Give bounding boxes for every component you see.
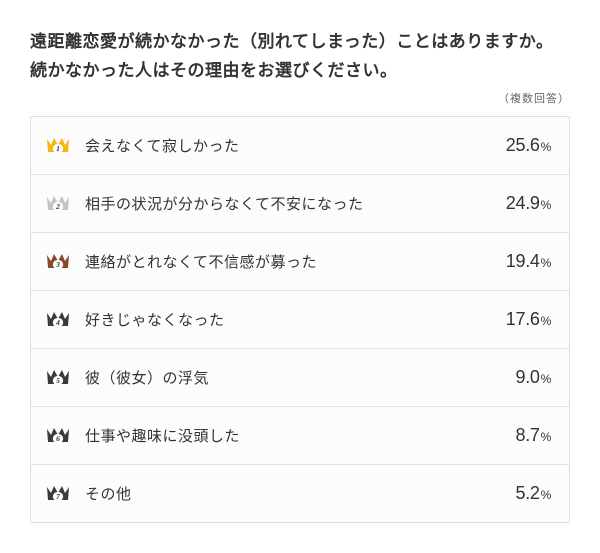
row-value-number: 24.9 <box>506 193 540 213</box>
crown-icon: 1 <box>45 135 71 155</box>
row-label: 彼（彼女）の浮気 <box>85 367 516 388</box>
percent-suffix: % <box>541 140 551 154</box>
row-value-number: 8.7 <box>516 425 540 445</box>
svg-text:4: 4 <box>55 318 60 327</box>
svg-text:1: 1 <box>56 144 60 153</box>
row-label: 好きじゃなくなった <box>85 309 506 330</box>
row-value-number: 9.0 <box>516 367 540 387</box>
table-row: 3 連絡がとれなくて不信感が募った19.4% <box>31 233 569 291</box>
row-label: 会えなくて寂しかった <box>85 135 506 156</box>
percent-suffix: % <box>541 314 551 328</box>
crown-icon: 2 <box>45 193 71 213</box>
table-row: 6 仕事や趣味に没頭した8.7% <box>31 407 569 465</box>
crown-icon: 4 <box>45 309 71 329</box>
row-value-number: 5.2 <box>516 483 540 503</box>
row-value-number: 25.6 <box>506 135 540 155</box>
percent-suffix: % <box>541 488 551 502</box>
row-value: 9.0% <box>516 367 552 388</box>
table-row: 4 好きじゃなくなった17.6% <box>31 291 569 349</box>
row-label: 相手の状況が分からなくて不安になった <box>85 193 506 214</box>
table-row: 2 相手の状況が分からなくて不安になった24.9% <box>31 175 569 233</box>
subnote-text: （複数回答） <box>30 90 570 106</box>
svg-text:5: 5 <box>56 376 60 385</box>
row-value: 25.6% <box>506 135 551 156</box>
table-row: 5 彼（彼女）の浮気9.0% <box>31 349 569 407</box>
percent-suffix: % <box>541 256 551 270</box>
svg-text:2: 2 <box>55 202 60 211</box>
ranking-table: 1 会えなくて寂しかった25.6% 2 相手の状況が分からなくて不安になった24… <box>30 116 570 523</box>
row-value: 5.2% <box>516 483 552 504</box>
row-value: 8.7% <box>516 425 552 446</box>
row-value: 24.9% <box>506 193 551 214</box>
crown-icon: 5 <box>45 367 71 387</box>
svg-text:3: 3 <box>55 260 60 269</box>
percent-suffix: % <box>541 372 551 386</box>
row-value: 19.4% <box>506 251 551 272</box>
survey-container: 遠距離恋愛が続かなかった（別れてしまった）ことはありますか。続かなかった人はその… <box>0 0 600 553</box>
table-row: 1 会えなくて寂しかった25.6% <box>31 117 569 175</box>
row-label: 仕事や趣味に没頭した <box>85 425 516 446</box>
crown-icon: 6 <box>45 425 71 445</box>
table-row: 7 その他5.2% <box>31 465 569 523</box>
crown-icon: 3 <box>45 251 71 271</box>
row-label: 連絡がとれなくて不信感が募った <box>85 251 506 272</box>
question-text: 遠距離恋愛が続かなかった（別れてしまった）ことはありますか。続かなかった人はその… <box>30 28 570 86</box>
crown-icon: 7 <box>45 483 71 503</box>
svg-text:6: 6 <box>56 434 60 443</box>
svg-text:7: 7 <box>56 492 60 501</box>
percent-suffix: % <box>541 198 551 212</box>
row-value: 17.6% <box>506 309 551 330</box>
row-value-number: 19.4 <box>506 251 540 271</box>
row-value-number: 17.6 <box>506 309 540 329</box>
row-label: その他 <box>85 483 516 504</box>
percent-suffix: % <box>541 430 551 444</box>
